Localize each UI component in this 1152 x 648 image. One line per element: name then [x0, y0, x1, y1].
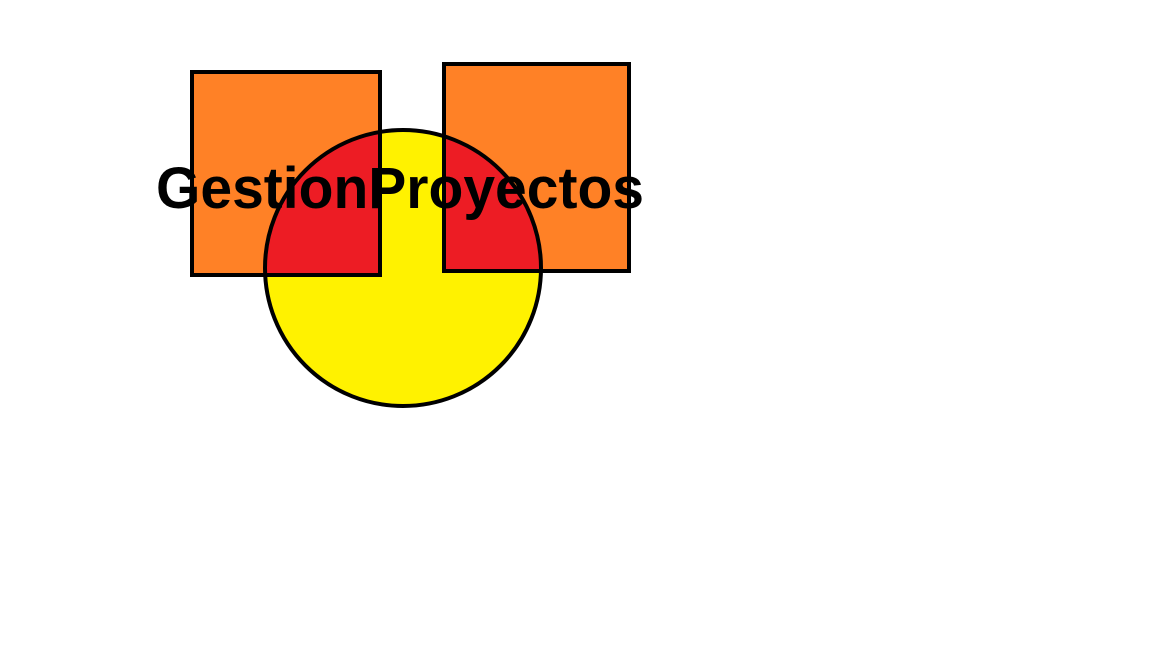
left-square-outline	[190, 70, 382, 277]
circle-outline	[263, 128, 543, 408]
right-square-outline	[442, 62, 631, 273]
logo-title: GestionProyectos	[156, 156, 644, 221]
